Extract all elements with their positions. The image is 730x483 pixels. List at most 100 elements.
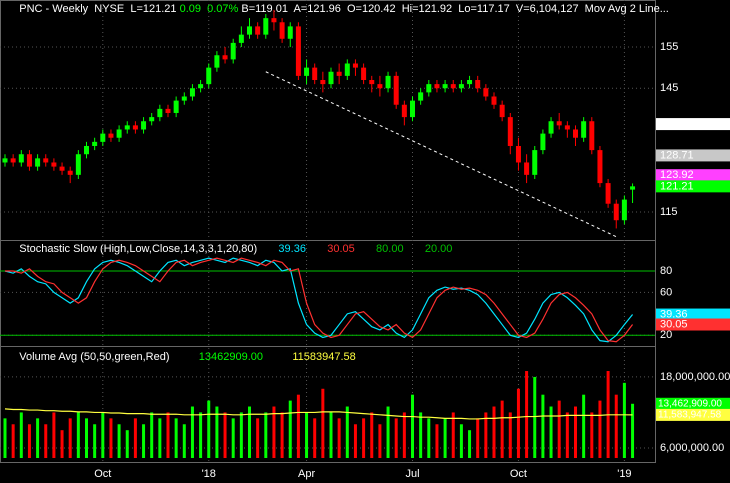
- y-tick-label: 155: [660, 41, 678, 53]
- candle-body: [132, 125, 138, 130]
- candle-body: [26, 154, 32, 167]
- volume-bar: [27, 424, 31, 458]
- y-tick-label: 6,000,000.00: [660, 442, 724, 454]
- volume-bar: [158, 418, 162, 458]
- candle-body: [458, 84, 464, 89]
- volume-bar: [427, 418, 431, 458]
- candle-body: [385, 75, 391, 89]
- candle-body: [173, 100, 179, 113]
- volume-bar: [451, 412, 455, 458]
- volume-bar: [500, 400, 504, 458]
- x-tick-label: Apr: [298, 468, 315, 480]
- candle-body: [361, 67, 367, 80]
- volume-bar: [101, 412, 105, 458]
- candle-body: [222, 55, 228, 60]
- price-label-box: [656, 169, 730, 182]
- candle-body: [255, 26, 261, 35]
- volume-bar: [329, 412, 333, 458]
- price-label: 123.92: [660, 169, 694, 181]
- volume-bar: [223, 412, 227, 458]
- volume-title: Volume Avg (50,50,green,Red): [19, 351, 169, 363]
- candle-body: [312, 67, 318, 80]
- volume-bar: [614, 394, 618, 458]
- volume-bar: [36, 418, 40, 458]
- volume-bar: [598, 400, 602, 458]
- volume-bar: [386, 406, 390, 458]
- stoch-label-box: [656, 308, 730, 321]
- candle-body: [410, 100, 415, 118]
- candle-body: [328, 71, 334, 85]
- candle-body: [581, 121, 587, 138]
- volume-bar: [631, 403, 635, 458]
- candle-body: [108, 133, 114, 138]
- candle-body: [597, 150, 603, 184]
- candle-body: [621, 199, 627, 221]
- candle-body: [450, 84, 456, 89]
- candle-body: [141, 121, 147, 130]
- volume-bar: [402, 412, 406, 458]
- volume-bar: [190, 406, 194, 458]
- header-part: 0.09 0.07%: [180, 3, 242, 15]
- candle-body: [524, 162, 530, 175]
- candle-body: [499, 104, 505, 118]
- candle-body: [295, 26, 301, 76]
- volume-bar: [484, 412, 488, 458]
- volume-bar: [93, 424, 97, 458]
- volume-bar: [296, 394, 300, 458]
- candle-body: [304, 67, 310, 76]
- price-panel: [0, 0, 656, 241]
- candle-body: [605, 183, 611, 204]
- volume-bar: [199, 412, 203, 458]
- candle-body: [279, 22, 285, 39]
- volume-readout: 11583947.58: [292, 351, 355, 363]
- stoch-title: Stochastic Slow (High,Low,Close,14,3,3,1…: [19, 243, 257, 255]
- candle-body: [344, 63, 350, 76]
- volume-readout: 13462909.00: [199, 351, 263, 363]
- x-tick-label: '19: [617, 468, 631, 480]
- candle-body: [336, 71, 342, 76]
- volume-bar: [476, 418, 480, 458]
- candle-body: [181, 96, 187, 101]
- stoch-readout: 39.36: [278, 243, 306, 255]
- volume-bar: [345, 406, 349, 458]
- candle-body: [43, 158, 49, 163]
- candle-body: [116, 129, 122, 138]
- volume-bar: [468, 430, 472, 458]
- candle-body: [214, 55, 220, 68]
- volume-bar: [394, 418, 398, 458]
- volume-bar: [231, 418, 235, 458]
- volume-bar: [264, 412, 268, 458]
- candle-body: [320, 80, 326, 85]
- candle-body: [10, 158, 16, 163]
- candle-body: [271, 18, 277, 23]
- y-tick-label: 80: [660, 265, 672, 277]
- stoch-label-box: [656, 318, 730, 331]
- volume-bar: [182, 424, 186, 458]
- candle-body: [238, 34, 244, 43]
- candle-body: [100, 133, 106, 142]
- candle-body: [491, 96, 497, 105]
- volume-bar: [362, 418, 366, 458]
- volume-bar: [443, 418, 447, 458]
- volume-bar: [109, 418, 113, 458]
- candle-body: [393, 75, 399, 105]
- volume-bar: [516, 388, 520, 458]
- volume-bar: [582, 394, 586, 458]
- volume-bar: [52, 412, 56, 458]
- candle-body: [556, 121, 562, 126]
- volume-bar: [248, 406, 251, 458]
- volume-bar: [11, 424, 15, 458]
- x-tick-label: Jul: [405, 468, 419, 480]
- volume-bar: [19, 412, 23, 458]
- volume-bar: [272, 406, 276, 458]
- candle-body: [247, 26, 252, 35]
- candle-body: [401, 104, 407, 118]
- candle-body: [198, 84, 204, 89]
- candle-body: [515, 145, 521, 163]
- volume-panel: [0, 346, 656, 463]
- stoch-readout: 20.00: [425, 243, 453, 255]
- candle-body: [165, 108, 171, 113]
- candle-body: [75, 154, 81, 175]
- volume-bar: [549, 406, 553, 458]
